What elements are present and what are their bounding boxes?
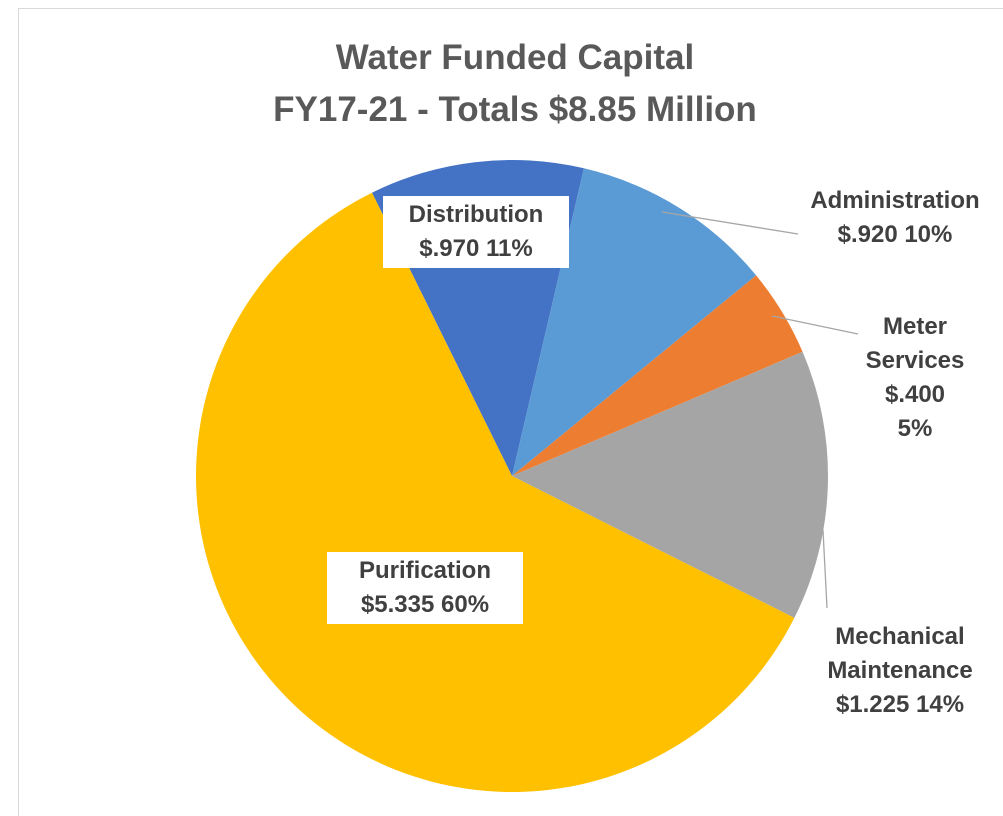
leader-line bbox=[771, 315, 859, 335]
category-label: Distribution bbox=[408, 201, 544, 228]
pie-slice bbox=[512, 168, 757, 477]
category-label: Mechanical Maintenance bbox=[827, 623, 973, 684]
value-label: $.970 11% bbox=[419, 235, 533, 262]
data-label: Meter Services $.400 5% bbox=[840, 310, 990, 446]
value-label: $.920 10% bbox=[837, 221, 953, 248]
leader-line bbox=[661, 211, 799, 235]
value-label: $1.225 14% bbox=[835, 691, 965, 718]
value-label: $.400 5% bbox=[884, 381, 946, 442]
chart-frame bbox=[18, 8, 1003, 816]
data-label: Purification $5.335 60% bbox=[327, 552, 523, 624]
value-label: $5.335 60% bbox=[360, 591, 490, 618]
pie-slice bbox=[512, 275, 803, 476]
data-label: Mechanical Maintenance $1.225 14% bbox=[800, 620, 1000, 722]
data-label: Distribution $.970 11% bbox=[383, 196, 569, 268]
category-label: Administration bbox=[810, 187, 980, 214]
category-label: Meter Services bbox=[865, 313, 965, 374]
chart-title: Water Funded Capital bbox=[335, 38, 695, 77]
data-label: Administration $.920 10% bbox=[790, 184, 1000, 252]
leader-line bbox=[822, 529, 828, 609]
chart-subtitle: FY17-21 - Totals $8.85 Million bbox=[273, 90, 757, 129]
category-label: Purification bbox=[358, 557, 491, 584]
pie-slice bbox=[196, 192, 795, 792]
pie-slice bbox=[512, 351, 828, 618]
